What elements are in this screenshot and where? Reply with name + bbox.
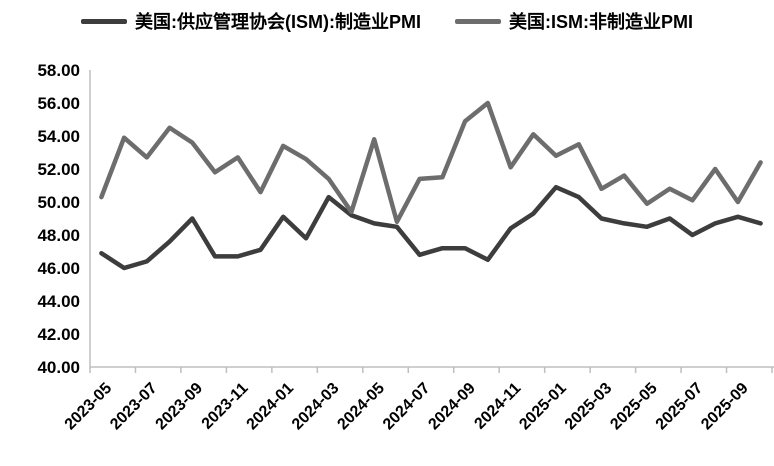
- legend-label-non-manufacturing-pmi: 美国:ISM:非制造业PMI: [508, 12, 693, 32]
- x-axis-label: 2025-05: [607, 380, 661, 434]
- x-axis-label: 2023-11: [199, 380, 252, 433]
- legend-item-non-manufacturing-pmi: 美国:ISM:非制造业PMI: [454, 8, 693, 34]
- legend-item-manufacturing-pmi: 美国:供应管理协会(ISM):制造业PMI: [81, 8, 421, 34]
- x-axis-label: 2023-07: [107, 380, 161, 434]
- y-axis-label: 48.00: [37, 226, 80, 245]
- legend: 美国:供应管理协会(ISM):制造业PMI 美国:ISM:非制造业PMI: [0, 6, 774, 36]
- x-axis-label: 2025-09: [698, 380, 752, 434]
- x-axis-label: 2025-07: [653, 380, 707, 434]
- x-axis-label: 2024-07: [380, 380, 434, 434]
- y-axis-label: 52.00: [37, 160, 80, 179]
- x-axis-label: 2024-05: [334, 380, 388, 434]
- x-axis-label: 2024-03: [289, 380, 343, 434]
- y-axis-label: 46.00: [37, 259, 80, 278]
- legend-label-manufacturing-pmi: 美国:供应管理协会(ISM):制造业PMI: [135, 12, 421, 32]
- y-axis-label: 54.00: [37, 127, 80, 146]
- x-axis-label: 2025-03: [562, 380, 616, 434]
- y-axis-label: 50.00: [37, 193, 80, 212]
- manufacturing-pmi-line: [99, 184, 763, 271]
- x-axis-label: 2023-09: [153, 380, 207, 434]
- y-axis-label: 40.00: [37, 358, 80, 377]
- x-axis-label: 2023-05: [62, 380, 116, 434]
- x-axis-label: 2024-11: [471, 380, 524, 433]
- manufacturing-line-swatch-icon: [81, 18, 127, 24]
- y-axis-label: 44.00: [37, 292, 80, 311]
- y-axis-label: 42.00: [37, 325, 80, 344]
- y-axis-label: 56.00: [37, 94, 80, 113]
- y-axis-label: 58.00: [37, 61, 80, 80]
- non-manufacturing-line-swatch-icon: [454, 18, 501, 24]
- non-manufacturing-pmi-line: [99, 100, 763, 225]
- x-axis-label: 2024-01: [244, 380, 298, 434]
- x-axis-label: 2025-01: [516, 380, 570, 434]
- x-axis-label: 2024-09: [425, 380, 479, 434]
